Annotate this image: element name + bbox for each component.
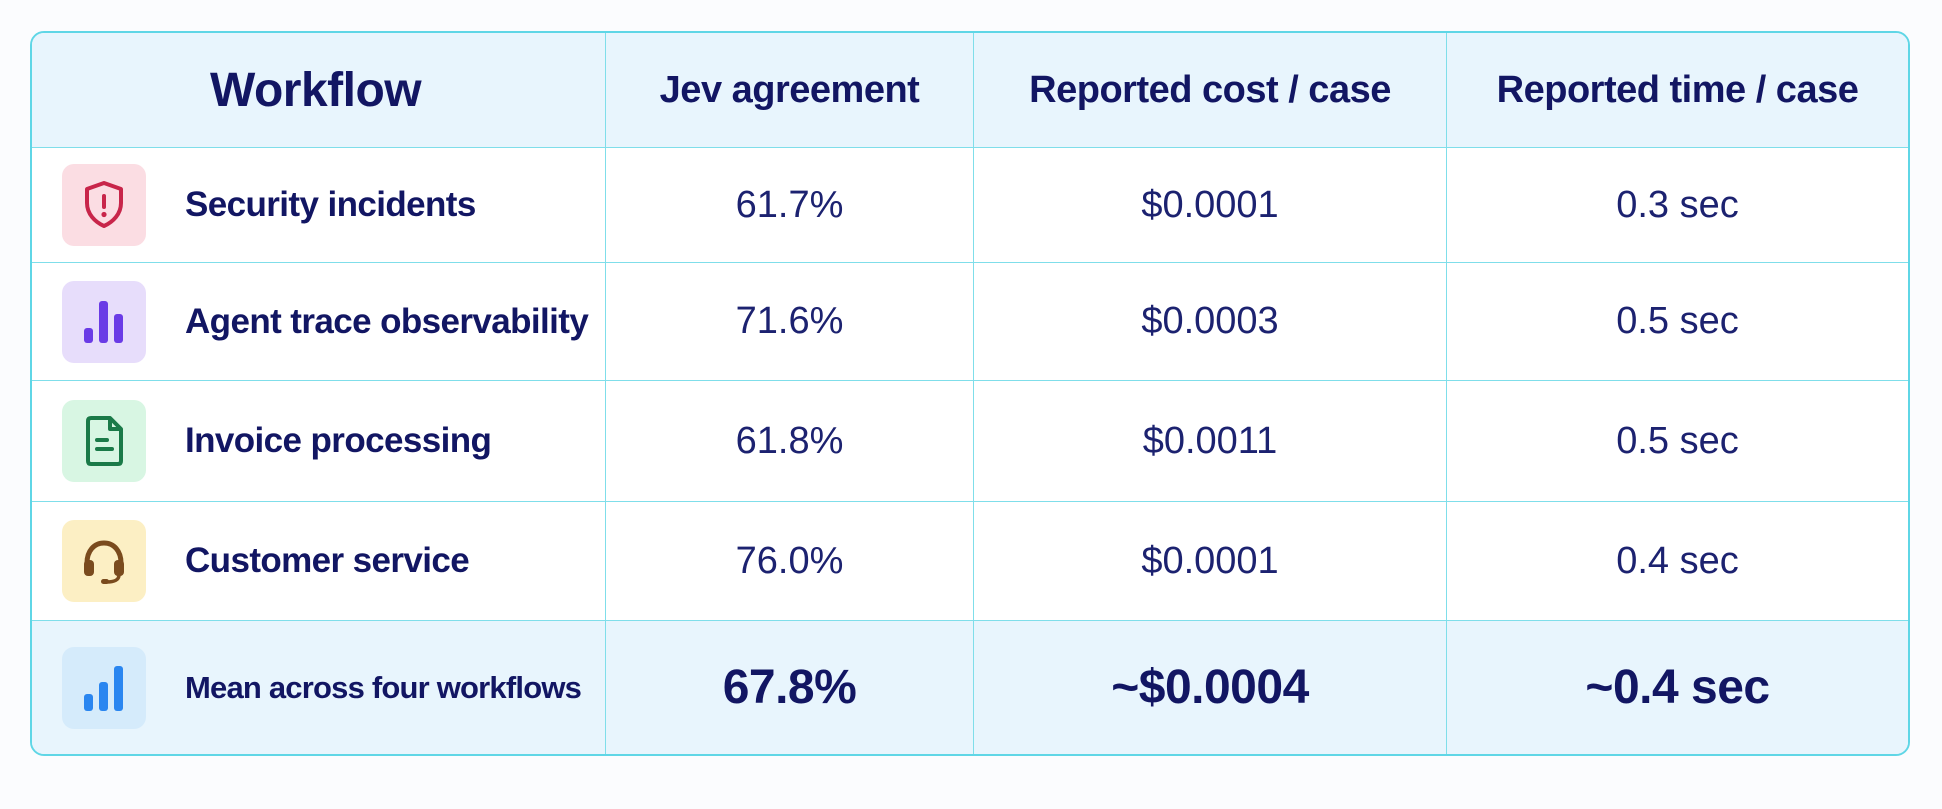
icon-tile bbox=[62, 520, 146, 602]
agreement-value: 61.7% bbox=[606, 148, 974, 263]
summary-agreement: 67.8% bbox=[606, 621, 974, 754]
workflow-label: Invoice processing bbox=[185, 421, 492, 460]
cost-value: $0.0001 bbox=[974, 502, 1447, 621]
summary-time: ~0.4 sec bbox=[1447, 621, 1908, 754]
agreement-value: 76.0% bbox=[606, 502, 974, 621]
summary-cost-value: ~$0.0004 bbox=[1111, 661, 1309, 714]
agreement-value: 71.6% bbox=[606, 263, 974, 381]
time-value: 0.5 sec bbox=[1447, 381, 1908, 502]
summary-agreement-value: 67.8% bbox=[722, 661, 857, 714]
summary-cost: ~$0.0004 bbox=[974, 621, 1447, 754]
bar-chart-icon bbox=[84, 665, 123, 711]
bar-chart-icon bbox=[84, 300, 123, 343]
icon-tile bbox=[62, 280, 146, 363]
time-value: 0.4 sec bbox=[1447, 502, 1908, 621]
header-time: Reported time / case bbox=[1447, 33, 1908, 148]
table-row-agent-trace-workflow: Agent trace observability bbox=[32, 263, 606, 381]
header-cost: Reported cost / case bbox=[974, 33, 1447, 148]
table-grid: Workflow Jev agreement Reported cost / c… bbox=[32, 33, 1908, 754]
table-row-security-workflow: Security incidents bbox=[32, 148, 606, 263]
cost-value: $0.0003 bbox=[974, 263, 1447, 381]
workflow-label: Agent trace observability bbox=[185, 301, 589, 341]
summary-label: Mean across four workflows bbox=[185, 669, 582, 705]
summary-row-workflow: Mean across four workflows bbox=[32, 621, 606, 754]
time-value: 0.3 sec bbox=[1447, 148, 1908, 263]
table-row-customer-service-workflow: Customer service bbox=[32, 502, 606, 621]
header-agreement: Jev agreement bbox=[606, 33, 974, 148]
cost-value: $0.0001 bbox=[974, 148, 1447, 263]
comparison-table: Workflow Jev agreement Reported cost / c… bbox=[30, 31, 1910, 756]
summary-time-value: ~0.4 sec bbox=[1585, 661, 1770, 714]
shield-alert-icon bbox=[85, 181, 123, 228]
headset-icon bbox=[84, 540, 124, 584]
header-workflow: Workflow bbox=[32, 33, 606, 148]
document-icon bbox=[86, 416, 123, 466]
icon-tile bbox=[62, 400, 146, 482]
workflow-label: Security incidents bbox=[185, 185, 476, 224]
agreement-value: 61.8% bbox=[606, 381, 974, 502]
icon-tile bbox=[62, 164, 146, 246]
workflow-label: Customer service bbox=[185, 541, 470, 580]
cost-value: $0.0011 bbox=[974, 381, 1447, 502]
icon-tile bbox=[62, 646, 146, 729]
time-value: 0.5 sec bbox=[1447, 263, 1908, 381]
table-row-invoice-workflow: Invoice processing bbox=[32, 381, 606, 502]
